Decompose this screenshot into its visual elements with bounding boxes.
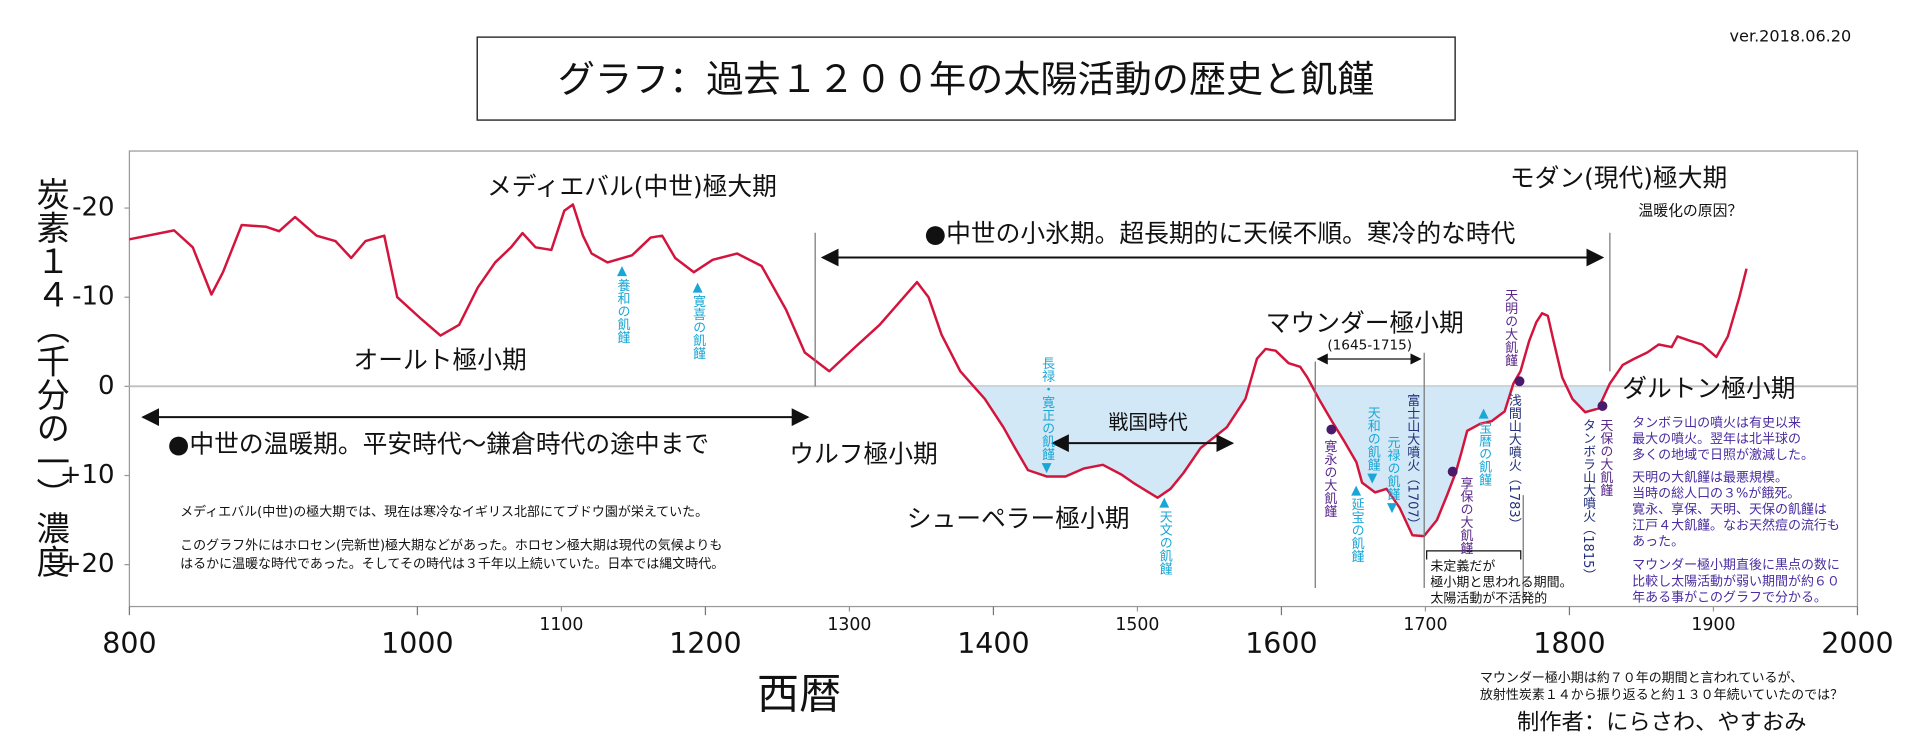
x-axis-label: 西暦 — [757, 669, 841, 718]
annotation: メディエバル(中世)極大期 — [487, 172, 777, 201]
series-line — [129, 203, 1748, 538]
annotation: ●中世の小氷期。超長期的に天候不順。寒冷的な時代 — [925, 219, 1516, 248]
event-label: ▲延宝の飢饉 — [1349, 483, 1364, 563]
event-label: ▲天文の飢饉 — [1157, 495, 1172, 575]
y-tick-label: -20 — [72, 193, 114, 223]
note: 当時の総人口の３%が餓死。 — [1632, 486, 1800, 501]
note: 比較し太陽活動が弱い期間が約６０ — [1632, 574, 1840, 589]
annotation: ●中世の温暖期。平安時代〜鎌倉時代の途中まで — [168, 430, 709, 459]
dividers — [814, 232, 1611, 603]
annotation: 温暖化の原因？ — [1638, 202, 1742, 220]
annotation: ウルフ極小期 — [789, 440, 938, 469]
annotation: シューペラー極小期 — [907, 504, 1130, 533]
event-label: 浅間山大噴火（1783） — [1506, 394, 1521, 531]
note: 太陽活動が不活発的 — [1430, 591, 1547, 607]
event-label: ▲養和の飢饉 — [615, 264, 630, 344]
note: 極小期と思われる期間。 — [1430, 575, 1572, 591]
note: 年ある事がこのグラフで分かる。 — [1632, 590, 1827, 605]
y-tick-label: +20 — [60, 549, 115, 579]
plot — [124, 203, 1859, 616]
event-label: 富士山大噴火（1707） — [1404, 393, 1419, 531]
title-box — [476, 36, 1456, 121]
x-minor-tick-label: 1900 — [1691, 615, 1735, 635]
event-label: 寛永の大飢饉 — [1321, 439, 1336, 518]
note: 天明の大飢饉は最悪規模。 — [1632, 470, 1788, 485]
note: 最大の噴火。翌年は北半球の — [1632, 432, 1801, 447]
note: 寛永、享保、天明、天保の飢饉は — [1632, 501, 1827, 517]
note: このグラフ外にはホロセン(完新世)極大期などがあった。ホロセン極大期は現代の気候… — [180, 537, 722, 553]
x-tick-label: 2000 — [1821, 627, 1893, 660]
y-axis-label: 炭素１４（千分の一）濃度 — [31, 177, 70, 578]
note: 江戸４大飢饉。なお天然痘の流行も — [1632, 518, 1840, 534]
annotation: マウンダー極小期 — [1266, 308, 1464, 337]
annotation: (1645-1715) — [1327, 337, 1412, 353]
y-tick-label: -10 — [72, 282, 114, 312]
x-minor-tick-label: 1300 — [827, 615, 871, 635]
note: メディエバル(中世)の極大期では、現在は寒冷なイギリス北部にてブドウ園が栄えてい… — [180, 504, 708, 520]
annotation: ダルトン極小期 — [1622, 374, 1795, 403]
author: 制作者：にらさわ、やすおみ — [1517, 709, 1806, 735]
chart-title: グラフ：過去１２００年の太陽活動の歴史と飢饉 — [558, 58, 1375, 101]
x-minor-tick-label: 1500 — [1115, 615, 1159, 635]
x-tick-label: 1400 — [957, 627, 1029, 660]
note: はるかに温暖な時代であった。そしてその時代は３千年以上続いていた。日本では縄文時… — [180, 557, 724, 572]
footer-note: マウンダー極小期は約７０年の期間と言われているが、 — [1480, 670, 1803, 686]
event-label: 長禄・寛正の飢饉▼ — [1039, 357, 1054, 476]
area-below-zero — [129, 386, 1747, 537]
event-dots — [1326, 376, 1608, 477]
version: ver.2018.06.20 — [1730, 27, 1852, 46]
event-label: 天明の大飢饉 — [1502, 288, 1517, 366]
note: マウンダー極小期直後に黒点の数に — [1632, 557, 1840, 573]
annotation: モダン(現代)極大期 — [1510, 163, 1727, 192]
y-tick-label: 0 — [98, 371, 115, 401]
annotation: 戦国時代 — [1109, 411, 1188, 434]
event-label: 天保の大飢饉 — [1597, 418, 1612, 496]
x-tick-label: 1200 — [669, 627, 741, 660]
note: 多くの地域で日照が激減した。 — [1632, 447, 1814, 463]
note: 未定義だが — [1430, 558, 1495, 574]
event-label: 元禄の飢饉▼ — [1385, 436, 1400, 516]
note: あった。 — [1632, 535, 1684, 550]
x-tick-label: 1800 — [1533, 627, 1605, 660]
event-label: 享保の大飢饉 — [1458, 476, 1473, 555]
x-minor-tick-label: 1700 — [1403, 615, 1447, 635]
arrows — [141, 248, 1605, 453]
x-minor-tick-label: 1100 — [539, 615, 583, 635]
x-tick-label: 1000 — [381, 627, 453, 660]
event-label: ▲寛喜の飢饉 — [690, 280, 705, 360]
annotation: オールト極小期 — [353, 345, 526, 374]
footer-note: 放射性炭素１４から振り返ると約１３０年続いていたのでは？ — [1480, 687, 1843, 703]
event-label: ▲宝暦の飢饉 — [1476, 406, 1491, 486]
x-tick-label: 1600 — [1245, 627, 1317, 660]
note: タンボラ山の噴火は有史以来 — [1632, 416, 1801, 431]
x-tick-label: 800 — [102, 627, 156, 660]
event-label: タンボラ山大噴火（1815） — [1580, 418, 1595, 581]
bracket — [1426, 550, 1522, 560]
y-tick-label: +10 — [60, 460, 115, 490]
event-label: 天和の飢饉▼ — [1365, 406, 1380, 486]
